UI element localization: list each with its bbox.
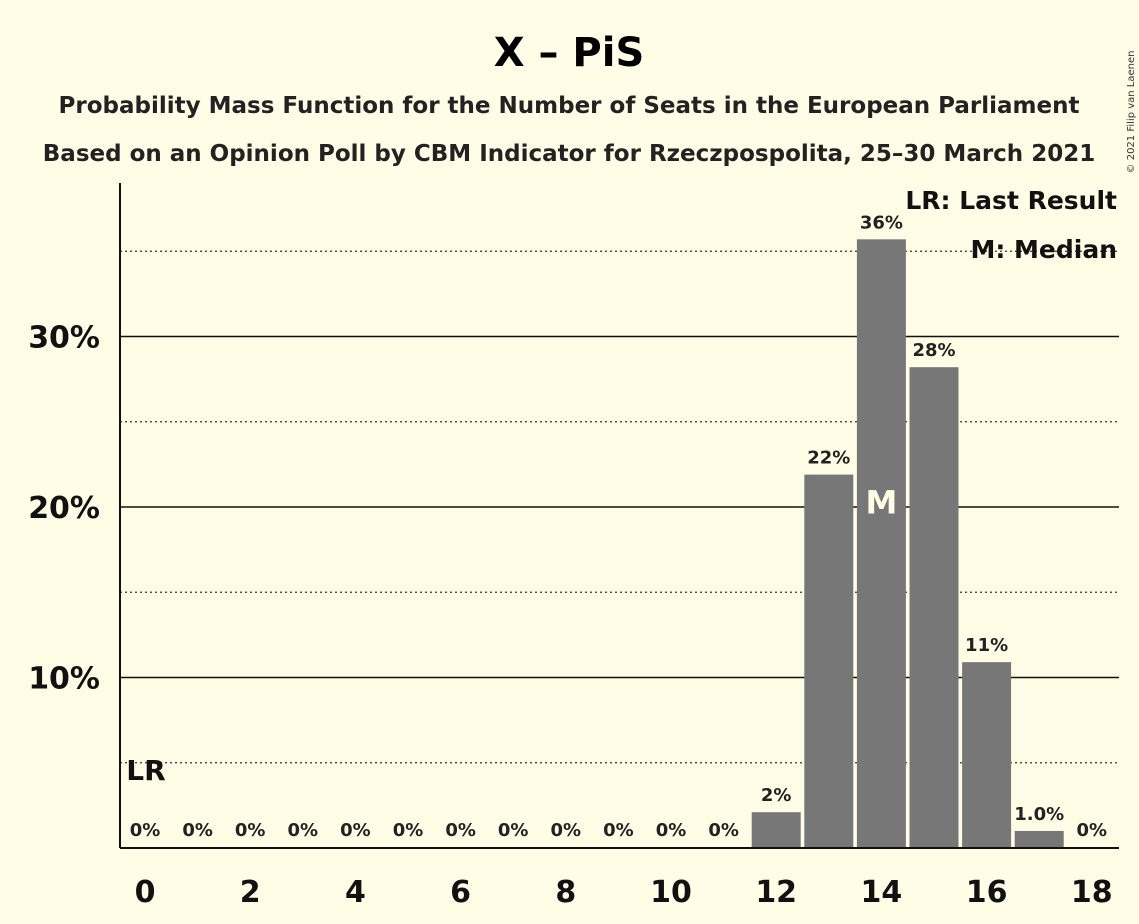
bar <box>751 812 801 848</box>
x-tick-label: 10 <box>650 875 692 910</box>
y-tick-label: 10% <box>28 662 100 697</box>
data-label: 0% <box>288 820 319 841</box>
x-tick-label: 14 <box>861 875 903 910</box>
data-label: 0% <box>603 820 634 841</box>
bar <box>1014 830 1064 848</box>
chart-subtitle-1: Probability Mass Function for the Number… <box>59 93 1080 119</box>
data-label: 36% <box>860 212 903 233</box>
median-marker: M <box>865 484 897 522</box>
chart-title: X – PiS <box>494 30 645 76</box>
legend-entry: M: Median <box>970 235 1117 264</box>
markers: LR M <box>126 484 897 787</box>
data-label: 0% <box>393 820 424 841</box>
legend-entry: LR: Last Result <box>905 186 1117 215</box>
x-tick-label: 2 <box>240 875 261 910</box>
data-label: 0% <box>551 820 582 841</box>
x-tick-label: 6 <box>450 875 471 910</box>
bar <box>909 367 959 848</box>
legend: LR: Last Result M: Median <box>905 186 1117 264</box>
data-label: 22% <box>807 448 850 469</box>
bar <box>962 662 1012 848</box>
copyright-notice: © 2021 Filip van Laenen <box>1126 51 1137 174</box>
bar <box>804 474 854 848</box>
y-tick-label: 20% <box>28 491 100 526</box>
data-label: 11% <box>965 635 1008 656</box>
data-label: 28% <box>912 340 955 361</box>
x-axis-ticks: 0 2 4 6 8 10 12 14 16 18 <box>135 875 1113 910</box>
axes <box>119 183 1119 849</box>
chart-subtitle-2: Based on an Opinion Poll by CBM Indicato… <box>43 141 1095 167</box>
data-label: 0% <box>130 820 161 841</box>
x-tick-label: 8 <box>555 875 576 910</box>
data-label: 0% <box>182 820 213 841</box>
data-label: 0% <box>1077 820 1108 841</box>
data-label: 1.0% <box>1014 804 1064 825</box>
bars <box>751 239 1064 848</box>
x-tick-label: 12 <box>755 875 797 910</box>
x-tick-label: 0 <box>135 875 156 910</box>
data-label: 0% <box>498 820 529 841</box>
data-label: 0% <box>656 820 687 841</box>
data-label: 0% <box>445 820 476 841</box>
bar <box>856 239 906 848</box>
last-result-marker: LR <box>126 754 165 787</box>
data-label: 0% <box>340 820 371 841</box>
y-tick-label: 30% <box>28 321 100 356</box>
x-tick-label: 4 <box>345 875 366 910</box>
data-label: 2% <box>761 785 792 806</box>
data-label: 0% <box>235 820 266 841</box>
x-tick-label: 18 <box>1071 875 1113 910</box>
data-labels: 0% 0% 0% 0% 0% 0% 0% 0% 0% 0% 0% 0% 2% 22% 36% 28% 11% 1.… <box>130 212 1107 841</box>
data-label: 0% <box>708 820 739 841</box>
x-tick-label: 16 <box>966 875 1008 910</box>
y-axis-ticks: 10% 20% 30% <box>28 321 100 697</box>
